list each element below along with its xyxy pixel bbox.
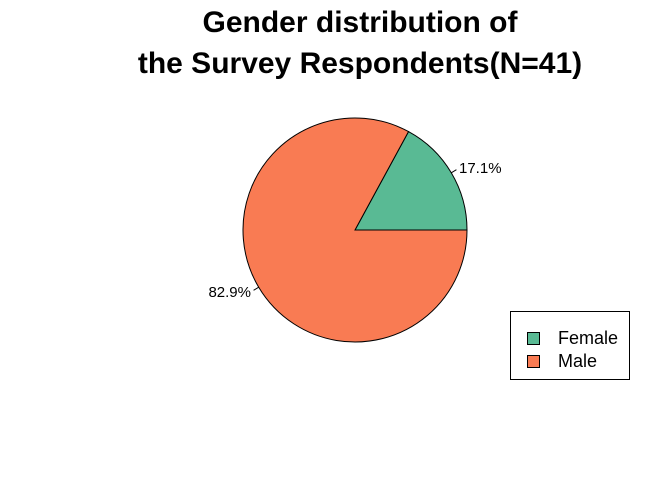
legend-label-male: Male	[558, 350, 598, 371]
legend-label-female: Female	[558, 327, 619, 348]
pie-label-female: 17.1%	[459, 160, 502, 177]
legend: Female Male	[510, 311, 630, 380]
pie-slice-male	[242, 117, 468, 343]
legend-swatch-male	[527, 354, 540, 368]
pie-slice-female	[354, 130, 468, 231]
chart-title-line-2: the Survey Respondents(N=41)	[137, 47, 583, 80]
pie-label-tick-male	[253, 286, 259, 291]
chart-title: Gender distribution of the Survey Respon…	[40, 2, 672, 84]
pie-label-tick-female	[451, 169, 457, 174]
legend-item-male: Male	[527, 351, 597, 371]
chart-title-line-1: Gender distribution of	[202, 6, 518, 39]
legend-item-female: Female	[527, 328, 618, 348]
pie-label-male: 82.9%	[208, 284, 251, 301]
legend-swatch-female	[527, 331, 540, 345]
